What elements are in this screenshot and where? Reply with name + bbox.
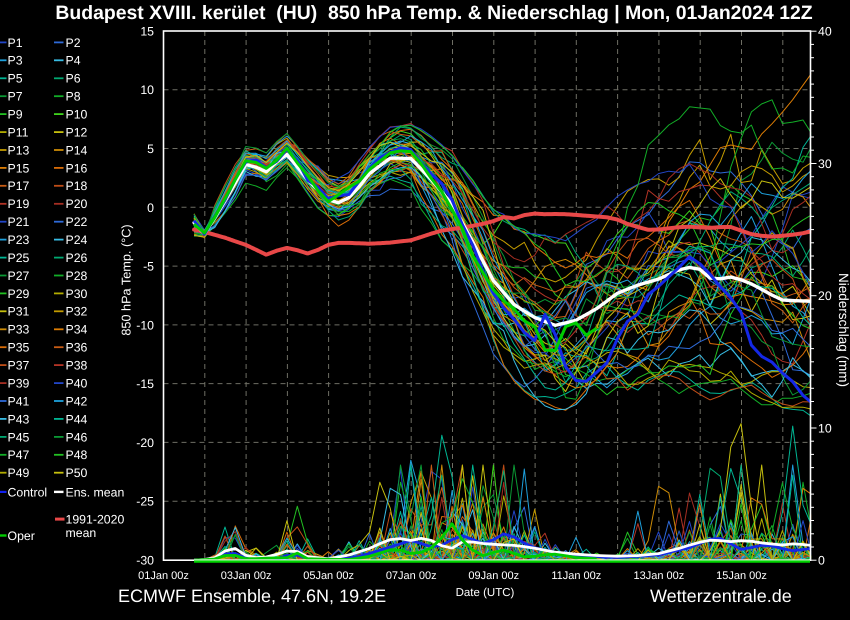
- svg-text:P45: P45: [8, 430, 30, 444]
- svg-text:P9: P9: [8, 108, 23, 122]
- svg-text:0: 0: [147, 201, 154, 215]
- svg-text:P50: P50: [66, 466, 88, 480]
- svg-text:01Jan 00z: 01Jan 00z: [138, 570, 189, 582]
- svg-text:P30: P30: [66, 287, 88, 301]
- svg-text:30: 30: [818, 157, 832, 171]
- svg-text:P16: P16: [66, 161, 88, 175]
- svg-text:-30: -30: [136, 554, 154, 568]
- svg-text:P24: P24: [66, 233, 88, 247]
- svg-text:P36: P36: [66, 341, 88, 355]
- svg-text:5: 5: [147, 142, 154, 156]
- svg-text:15Jan 00z: 15Jan 00z: [716, 570, 767, 582]
- svg-text:15: 15: [140, 25, 154, 39]
- svg-text:P28: P28: [66, 269, 88, 283]
- svg-text:Budapest XVIII. kerület (HU): Budapest XVIII. kerület (HU) 850 hPa Tem…: [55, 2, 812, 24]
- svg-text:03Jan 00z: 03Jan 00z: [221, 570, 272, 582]
- svg-text:Control: Control: [8, 485, 48, 499]
- svg-text:10: 10: [140, 83, 154, 97]
- svg-text:05Jan 00z: 05Jan 00z: [303, 570, 354, 582]
- svg-text:-5: -5: [143, 260, 154, 274]
- svg-text:P11: P11: [8, 126, 29, 140]
- svg-text:40: 40: [818, 25, 832, 39]
- svg-text:P15: P15: [8, 161, 30, 175]
- svg-text:0: 0: [818, 554, 825, 568]
- svg-text:13Jan 00z: 13Jan 00z: [634, 570, 685, 582]
- svg-text:P19: P19: [8, 197, 30, 211]
- svg-text:P21: P21: [8, 215, 30, 229]
- svg-text:P17: P17: [8, 179, 30, 193]
- svg-text:07Jan 00z: 07Jan 00z: [386, 570, 437, 582]
- svg-text:-20: -20: [136, 436, 154, 450]
- svg-text:P49: P49: [8, 466, 30, 480]
- svg-text:P39: P39: [8, 377, 30, 391]
- svg-text:P3: P3: [8, 54, 23, 68]
- svg-text:Date (UTC): Date (UTC): [456, 587, 515, 599]
- svg-text:P48: P48: [66, 448, 88, 462]
- svg-text:09Jan 00z: 09Jan 00z: [468, 570, 519, 582]
- svg-text:11Jan 00z: 11Jan 00z: [551, 570, 601, 582]
- svg-text:P33: P33: [8, 323, 30, 337]
- svg-text:P20: P20: [66, 197, 88, 211]
- svg-text:-15: -15: [136, 377, 154, 391]
- svg-text:P22: P22: [66, 215, 88, 229]
- svg-text:P2: P2: [66, 36, 81, 50]
- svg-text:-10: -10: [136, 318, 154, 332]
- svg-text:850 hPa Temp. (°C): 850 hPa Temp. (°C): [120, 224, 134, 335]
- svg-text:P12: P12: [66, 126, 88, 140]
- svg-text:P5: P5: [8, 72, 23, 86]
- svg-text:P25: P25: [8, 251, 30, 265]
- svg-text:P14: P14: [66, 143, 88, 157]
- svg-text:P26: P26: [66, 251, 88, 265]
- svg-text:-25: -25: [136, 495, 154, 509]
- svg-text:P35: P35: [8, 341, 30, 355]
- svg-text:P32: P32: [66, 305, 88, 319]
- svg-text:20: 20: [818, 289, 832, 303]
- svg-text:P10: P10: [66, 108, 88, 122]
- svg-text:Oper: Oper: [8, 529, 35, 543]
- svg-text:P6: P6: [66, 72, 81, 86]
- svg-text:ECMWF Ensemble, 47.6N, 19.2E: ECMWF Ensemble, 47.6N, 19.2E: [118, 586, 386, 606]
- svg-text:P34: P34: [66, 323, 88, 337]
- svg-text:1991-2020: 1991-2020: [66, 513, 125, 527]
- svg-text:P7: P7: [8, 90, 23, 104]
- svg-text:mean: mean: [66, 526, 97, 540]
- svg-text:P38: P38: [66, 359, 88, 373]
- svg-text:P46: P46: [66, 430, 88, 444]
- svg-text:P1: P1: [8, 36, 23, 50]
- svg-text:P43: P43: [8, 412, 30, 426]
- svg-text:P13: P13: [8, 143, 30, 157]
- svg-text:P18: P18: [66, 179, 88, 193]
- svg-text:Wetterzentrale.de: Wetterzentrale.de: [650, 586, 792, 606]
- svg-text:10: 10: [818, 422, 832, 436]
- svg-text:P27: P27: [8, 269, 30, 283]
- svg-text:P41: P41: [8, 394, 30, 408]
- svg-text:P37: P37: [8, 359, 30, 373]
- svg-text:Niederschlag (mm): Niederschlag (mm): [836, 273, 850, 387]
- svg-text:P44: P44: [66, 412, 88, 426]
- svg-text:P4: P4: [66, 54, 81, 68]
- svg-text:P31: P31: [8, 305, 30, 319]
- svg-text:P42: P42: [66, 394, 88, 408]
- svg-text:P8: P8: [66, 90, 81, 104]
- svg-text:P40: P40: [66, 377, 88, 391]
- svg-text:P29: P29: [8, 287, 30, 301]
- svg-text:P23: P23: [8, 233, 30, 247]
- svg-text:P47: P47: [8, 448, 30, 462]
- svg-text:Ens. mean: Ens. mean: [66, 485, 125, 499]
